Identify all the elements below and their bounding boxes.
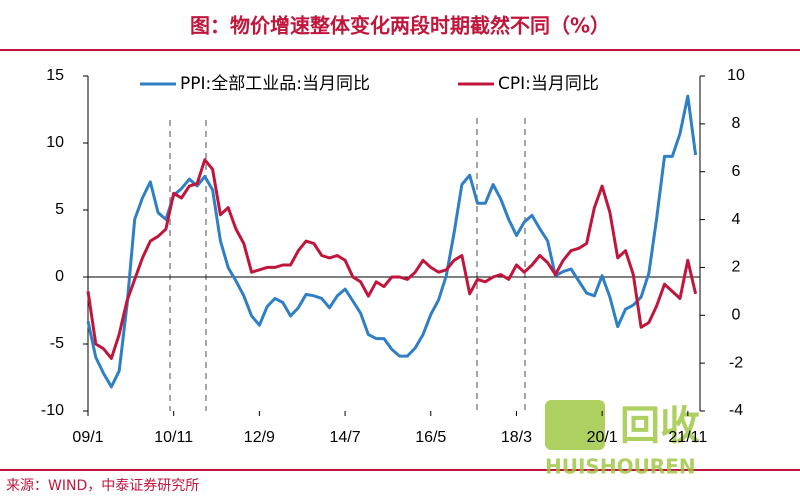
- y-tick-label: 5: [55, 201, 64, 218]
- legend: PPI:全部工业品:当月同比 CPI:当月同比: [140, 74, 599, 94]
- source: 来源：WIND，中泰证券研究所: [6, 478, 199, 494]
- y2-tick-label: -2: [729, 354, 743, 371]
- x-tick-label: 14/7: [329, 429, 360, 446]
- y-tick-label: -10: [41, 402, 64, 419]
- watermark-text: 回收: [620, 403, 700, 449]
- y2-tick-label: 0: [732, 307, 741, 324]
- watermark-text: HUISHOUREN: [545, 455, 696, 479]
- series-line: [86, 94, 698, 389]
- period-markers: [169, 118, 526, 411]
- watermark-logo: [545, 400, 605, 450]
- y2-tick-label: -4: [729, 402, 743, 419]
- x-tick-label: 16/5: [415, 429, 446, 446]
- y-tick-label: -5: [50, 335, 64, 352]
- y-tick-label: 0: [55, 268, 64, 285]
- x-tick-label: 09/1: [72, 429, 103, 446]
- chart-title: 图：物价增速整体变化两段时期截然不同（%）: [190, 14, 610, 38]
- x-tick-label: 18/3: [501, 429, 532, 446]
- y2-tick-label: 4: [732, 211, 741, 228]
- legend-label: CPI:当月同比: [498, 74, 599, 94]
- y2-tick-label: 8: [732, 115, 741, 132]
- y2-tick-label: 2: [732, 259, 741, 276]
- legend-label: PPI:全部工业品:当月同比: [180, 74, 370, 94]
- x-tick-label: 10/11: [154, 429, 193, 446]
- y2-tick-label: 6: [732, 163, 741, 180]
- x-tick-label: 20/1: [587, 429, 618, 446]
- series-line: [86, 158, 698, 360]
- x-tick-label: 21/11: [668, 429, 707, 446]
- y-tick-label: 10: [46, 134, 64, 151]
- y2-tick-label: 10: [727, 67, 745, 84]
- y-tick-label: 15: [46, 67, 64, 84]
- x-tick-label: 12/9: [244, 429, 275, 446]
